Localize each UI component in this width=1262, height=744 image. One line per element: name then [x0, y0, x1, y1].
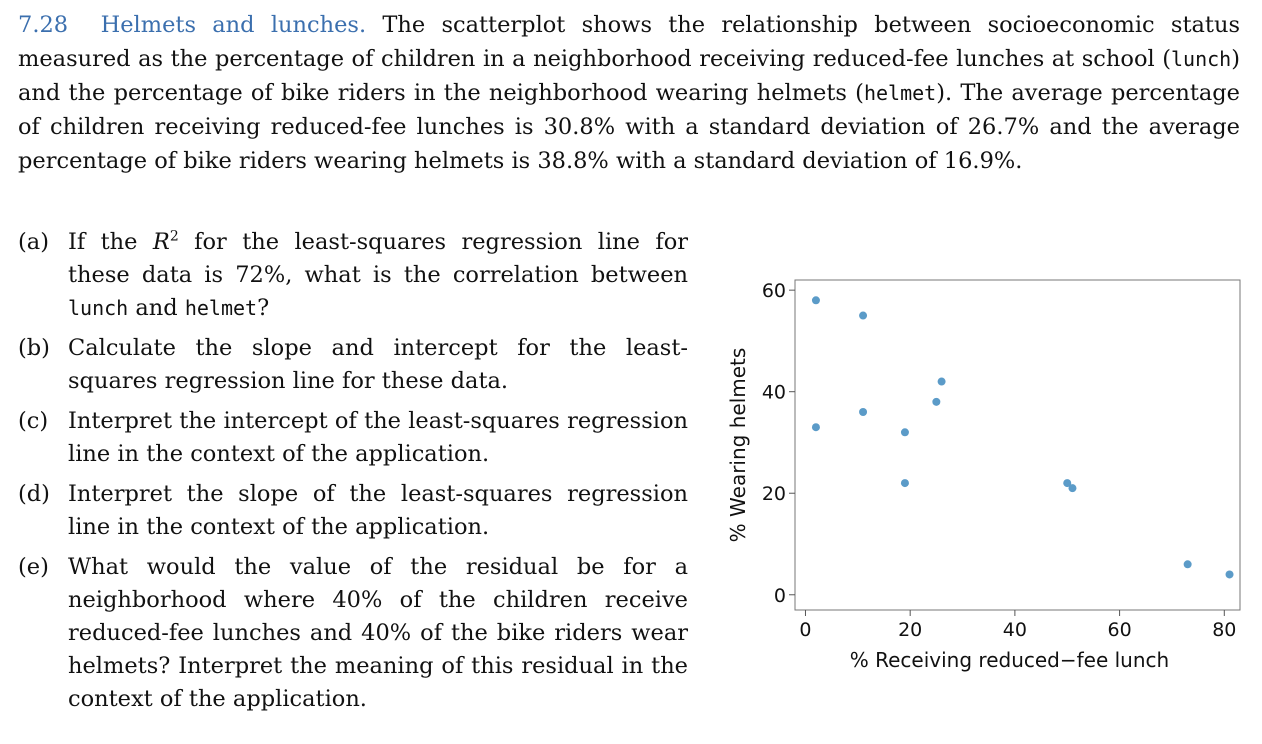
part-c: (c) Interpret the intercept of the least… — [18, 405, 688, 471]
var-lunch: lunch — [1171, 47, 1232, 71]
var-helmet: helmet — [863, 81, 937, 105]
y-tick-label-3: 60 — [762, 280, 786, 302]
plot-frame — [794, 279, 1241, 611]
part-d-text: Interpret the slope of the least-squares… — [68, 481, 688, 540]
data-point-10 — [1183, 560, 1192, 569]
problem-number: 7.28 — [18, 12, 69, 38]
problem-intro: 7.28 Helmets and lunches. The scatterplo… — [18, 8, 1240, 178]
x-tick-label-2: 40 — [1003, 619, 1027, 641]
data-point-9 — [1068, 484, 1077, 493]
part-d: (d) Interpret the slope of the least-squ… — [18, 478, 688, 544]
y-axis-label: % Wearing helmets — [726, 348, 750, 543]
part-c-text: Interpret the intercept of the least-squ… — [68, 408, 688, 467]
part-a-text-3: and — [128, 295, 185, 321]
data-point-11 — [1225, 570, 1234, 579]
part-a-text-1: If the — [68, 229, 153, 255]
data-point-2 — [859, 311, 868, 320]
intro-text-3: ). The average percentage of children re… — [18, 80, 1240, 174]
data-point-3 — [859, 408, 868, 416]
x-tick-label-3: 60 — [1107, 619, 1131, 641]
data-point-1 — [811, 423, 820, 432]
part-b-label: (b) — [18, 335, 50, 361]
part-d-label: (d) — [18, 481, 50, 507]
problem-title: Helmets and lunches. — [100, 12, 367, 38]
part-e-label: (e) — [18, 554, 49, 580]
scatterplot: 0 20 40 60 80 0 20 40 60 % Receiving reduced−fee … — [726, 279, 1241, 672]
part-e-text: What would the value of the residual be … — [68, 554, 688, 712]
data-point-0 — [811, 296, 820, 305]
r-squared-sup: 2 — [169, 228, 179, 245]
part-e: (e) What would the value of the residual… — [18, 551, 688, 716]
x-tick-label-0: 0 — [799, 619, 811, 641]
part-b: (b) Calculate the slope and intercept fo… — [18, 332, 688, 398]
part-a: (a) If the R2 for the least-squares regr… — [18, 226, 688, 325]
data-point-6 — [932, 397, 941, 406]
part-c-label: (c) — [18, 408, 49, 434]
y-tick-label-2: 40 — [762, 382, 786, 404]
data-point-8 — [1063, 479, 1072, 488]
data-point-5 — [900, 479, 909, 488]
y-tick-label-0: 0 — [774, 585, 786, 607]
part-a-label: (a) — [18, 229, 49, 255]
data-point-7 — [937, 377, 946, 386]
intro-text-1: The scatterplot shows the relationship b… — [18, 12, 1241, 72]
data-point-4 — [900, 428, 909, 437]
y-tick-label-1: 20 — [762, 483, 786, 505]
x-tick-label-1: 20 — [898, 619, 922, 641]
part-a-var-helmet: helmet — [184, 296, 258, 320]
x-tick-label-4: 80 — [1212, 619, 1236, 641]
intro-text-2: ) and the percentage of bike riders in t… — [18, 46, 1240, 106]
x-axis-label: % Receiving reduced−fee lunch — [850, 648, 1169, 672]
part-a-text-4: ? — [257, 295, 270, 321]
question-parts: (a) If the R2 for the least-squares regr… — [18, 226, 688, 723]
part-a-var-lunch: lunch — [68, 296, 129, 320]
part-a-text-2: for the least-squares regression line fo… — [68, 229, 688, 288]
r-symbol: R — [152, 229, 170, 255]
part-b-text: Calculate the slope and intercept for th… — [68, 335, 688, 394]
